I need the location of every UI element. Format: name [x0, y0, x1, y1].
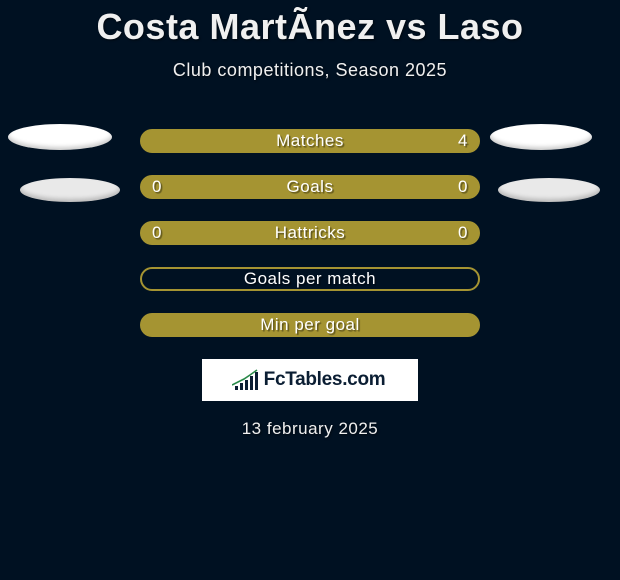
stat-right-value: 0 [458, 177, 468, 197]
side-ellipse [490, 124, 592, 150]
stat-label: Matches [276, 131, 344, 151]
stat-label: Goals per match [244, 269, 376, 289]
page-subtitle: Club competitions, Season 2025 [0, 60, 620, 81]
side-ellipse [498, 178, 600, 202]
stat-label: Goals [287, 177, 334, 197]
stat-row: Goals per match [140, 267, 480, 291]
logo-text: FcTables.com [264, 369, 386, 391]
stat-left-value: 0 [152, 177, 162, 197]
stat-label: Min per goal [260, 315, 360, 335]
stat-label: Hattricks [275, 223, 346, 243]
stat-row: Matches 4 [140, 129, 480, 153]
fctables-logo: FcTables.com [202, 359, 418, 401]
stats-container: Matches 4 0 Goals 0 0 Hattricks 0 Goals per matc… [140, 129, 480, 337]
stat-right-value: 4 [458, 131, 468, 151]
side-ellipse [8, 124, 112, 150]
stat-row: Min per goal [140, 313, 480, 337]
stat-row: 0 Hattricks 0 [140, 221, 480, 245]
stat-left-value: 0 [152, 223, 162, 243]
logo-bar-chart-icon [235, 370, 258, 390]
stat-right-value: 0 [458, 223, 468, 243]
date-text: 13 february 2025 [0, 419, 620, 439]
page-title: Costa MartÃ­nez vs Laso [0, 0, 620, 48]
side-ellipse [20, 178, 120, 202]
stat-row: 0 Goals 0 [140, 175, 480, 199]
